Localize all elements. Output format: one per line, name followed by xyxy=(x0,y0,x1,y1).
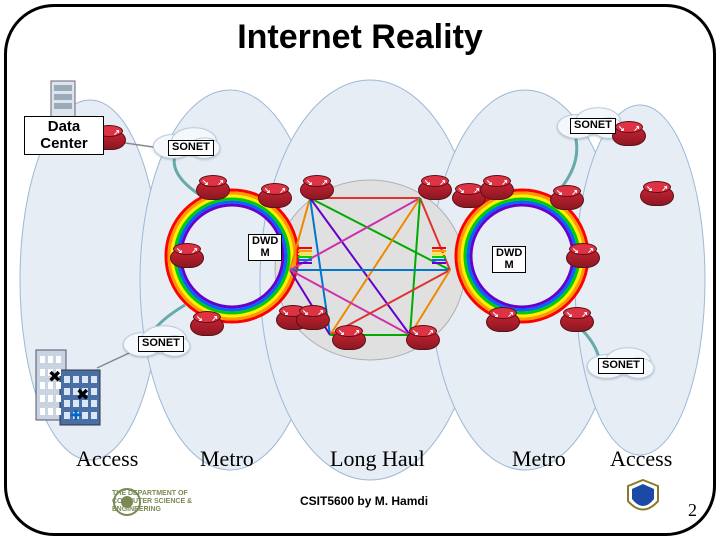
router-icon: ↘↗ xyxy=(406,330,440,350)
building-icon: ✖ ✖ ✚ xyxy=(30,330,110,430)
svg-text:✖: ✖ xyxy=(76,387,89,404)
router-icon: ↘↗ xyxy=(486,312,520,332)
sonet-label: SONET xyxy=(598,358,644,374)
data-center-label: Data Center xyxy=(24,116,104,155)
router-icon: ↘↗ xyxy=(190,316,224,336)
dwdm-label: DWD M xyxy=(492,246,526,273)
slide-number: 2 xyxy=(688,500,697,521)
sonet-label: SONET xyxy=(138,336,184,352)
dept-logo: THE DEPARTMENT OF COMPUTER SCIENCE & ENG… xyxy=(112,484,262,520)
router-icon: ↘↗ xyxy=(296,310,330,330)
router-icon: ↘↗ xyxy=(300,180,334,200)
router-icon: ↘↗ xyxy=(258,188,292,208)
shield-logo xyxy=(626,478,660,520)
zone-label: Metro xyxy=(200,446,254,472)
sonet-label: SONET xyxy=(570,118,616,134)
zone-label: Long Haul xyxy=(330,446,425,472)
router-icon: ↘↗ xyxy=(480,180,514,200)
router-icon: ↘↗ xyxy=(640,186,674,206)
zone-label: Metro xyxy=(512,446,566,472)
router-icon: ↘↗ xyxy=(170,248,204,268)
dwdm-label: DWD M xyxy=(248,234,282,261)
svg-text:✖: ✖ xyxy=(48,369,61,386)
router-icon: ↘↗ xyxy=(550,190,584,210)
router-icon: ↘↗ xyxy=(196,180,230,200)
zone-label: Access xyxy=(76,446,138,472)
router-icon: ↘↗ xyxy=(332,330,366,350)
router-icon: ↘↗ xyxy=(418,180,452,200)
svg-text:✚: ✚ xyxy=(70,407,82,423)
router-icon: ↘↗ xyxy=(566,248,600,268)
zone-label: Access xyxy=(610,446,672,472)
sonet-label: SONET xyxy=(168,140,214,156)
router-icon: ↘↗ xyxy=(612,126,646,146)
footer-text: CSIT5600 by M. Hamdi xyxy=(300,494,428,508)
router-icon: ↘↗ xyxy=(560,312,594,332)
